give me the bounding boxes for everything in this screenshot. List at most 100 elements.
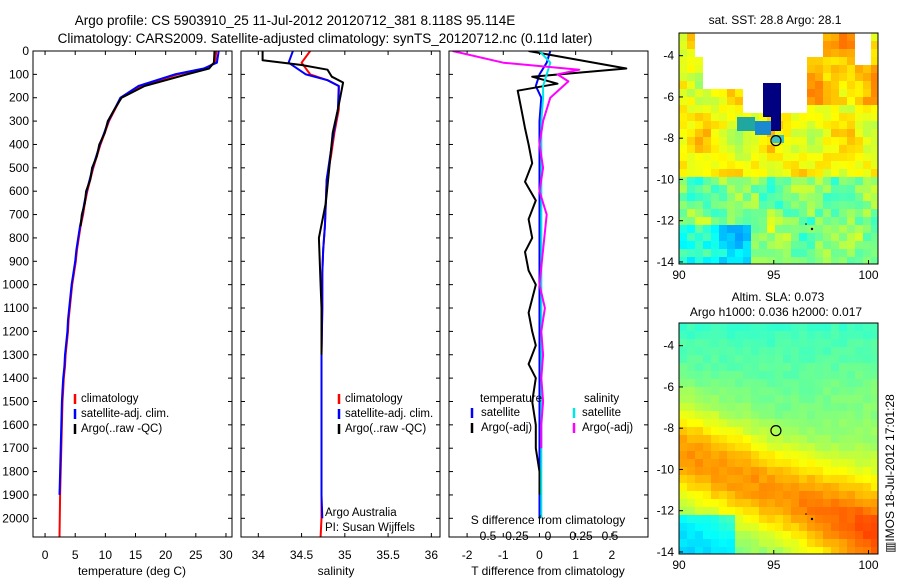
sla-map-cell: [823, 379, 831, 387]
sst-map-cell: [695, 97, 703, 105]
sst-map-cell: [855, 41, 863, 49]
sst-map-cell: [847, 249, 855, 257]
sst-map-cell: [847, 129, 855, 137]
sla-map-cell: [719, 355, 727, 363]
sla-map-panel: Altim. SLA: 0.073 Argo h1000: 0.036 h200…: [657, 290, 879, 572]
sla-map-cell: [863, 419, 871, 427]
sst-map-cell: [839, 89, 847, 97]
sst-map-cool-patch: [755, 121, 771, 135]
sla-map-cell: [847, 427, 855, 435]
sst-map-cell: [839, 57, 847, 65]
sst-map-cell: [783, 81, 791, 89]
sla-map-cell: [823, 443, 831, 451]
sst-map-cell: [847, 97, 855, 105]
sla-map-cell: [711, 379, 719, 387]
sla-map-cell: [783, 323, 791, 331]
sst-map-cell: [711, 65, 719, 73]
sla-map-cell: [751, 427, 759, 435]
sst-map-cell: [695, 241, 703, 249]
sla-map-cell: [847, 331, 855, 339]
sla-map-cell: [871, 547, 878, 554]
sla-map-cell: [711, 331, 719, 339]
sst-map-cell: [751, 89, 759, 97]
sla-map-cell: [839, 331, 847, 339]
sst-map-cell: [775, 193, 783, 201]
sla-map-cell: [831, 323, 839, 331]
sst-map-cell: [695, 105, 703, 113]
sla-map-cell: [759, 443, 767, 451]
sst-map-cell: [815, 33, 823, 41]
sst-map-cell: [743, 105, 751, 113]
sst-map-cell: [847, 105, 855, 113]
sla-map-cell: [735, 363, 743, 371]
sla-map-cell: [719, 379, 727, 387]
temperature-ytick-label: 2000: [2, 511, 29, 525]
sst-map-cell: [831, 185, 839, 193]
sst-map-cell: [839, 225, 847, 233]
sla-map-cell: [815, 379, 823, 387]
sla-map-cell: [799, 451, 807, 459]
temperature-xtick-label: 0: [42, 548, 49, 562]
sst-map-cell: [727, 153, 735, 161]
sla-map-cell: [735, 435, 743, 443]
sla-map-cell: [727, 323, 735, 331]
sst-map-cell: [687, 137, 695, 145]
sla-map-cell: [799, 467, 807, 475]
sla-map-cell: [703, 411, 711, 419]
sla-map-cell: [679, 539, 687, 547]
sst-map-cell: [711, 113, 719, 121]
figure-title-line1: Argo profile: CS 5903910_25 11-Jul-2012 …: [75, 13, 516, 28]
sla-map-cell: [711, 395, 719, 403]
sst-map-cell: [839, 97, 847, 105]
sla-map-cell: [727, 547, 735, 554]
sla-map-cell: [823, 491, 831, 499]
sla-map-cell: [839, 443, 847, 451]
sst-map-cell: [735, 137, 743, 145]
sla-map-cell: [775, 507, 783, 515]
sla-map-cell: [831, 411, 839, 419]
sst-map-cell: [727, 249, 735, 257]
sla-map-cell: [783, 387, 791, 395]
sla-map-cell: [847, 483, 855, 491]
sla-map-cell: [735, 371, 743, 379]
sst-map-cell: [815, 241, 823, 249]
sst-map-cell: [823, 257, 831, 264]
sst-map-cell: [679, 49, 687, 57]
sla-map-cell: [791, 339, 799, 347]
sla-map-cell: [783, 419, 791, 427]
sla-map-cell: [775, 379, 783, 387]
sla-map-cell: [847, 411, 855, 419]
sst-map-cell: [839, 41, 847, 49]
sst-map-cell: [847, 201, 855, 209]
sst-map-cell: [863, 57, 871, 65]
sla-map-cell: [791, 331, 799, 339]
sla-map-cell: [799, 435, 807, 443]
sla-map-cell: [831, 539, 839, 547]
sla-map-cell: [839, 411, 847, 419]
sst-map-cell: [711, 153, 719, 161]
sst-map-cell: [839, 129, 847, 137]
sla-map-cell: [839, 515, 847, 523]
sla-map-cell: [695, 371, 703, 379]
sst-map-cell: [743, 153, 751, 161]
sla-map-cell: [839, 339, 847, 347]
sla-map-cell: [823, 459, 831, 467]
sst-map-cell: [695, 217, 703, 225]
sst-map-cell: [831, 33, 839, 41]
sst-map-cell: [807, 121, 815, 129]
sst-map-cell: [863, 89, 871, 97]
sst-map-cell: [759, 137, 767, 145]
sla-map-cell: [751, 395, 759, 403]
salinity-x-label: salinity: [318, 564, 355, 578]
sst-map-cell: [839, 137, 847, 145]
sst-map-cell: [719, 129, 727, 137]
sst-map-cell: [815, 233, 823, 241]
sla-map-cell: [679, 491, 687, 499]
temperature-ytick-label: 1100: [3, 301, 29, 315]
sla-map-cell: [799, 355, 807, 363]
sla-map-cell: [791, 531, 799, 539]
temperature-yticks: 0100200300400500600700800900100011001200…: [2, 44, 232, 525]
sla-map-cell: [695, 435, 703, 443]
sst-map-cell: [743, 233, 751, 241]
sst-map-cell: [839, 105, 847, 113]
